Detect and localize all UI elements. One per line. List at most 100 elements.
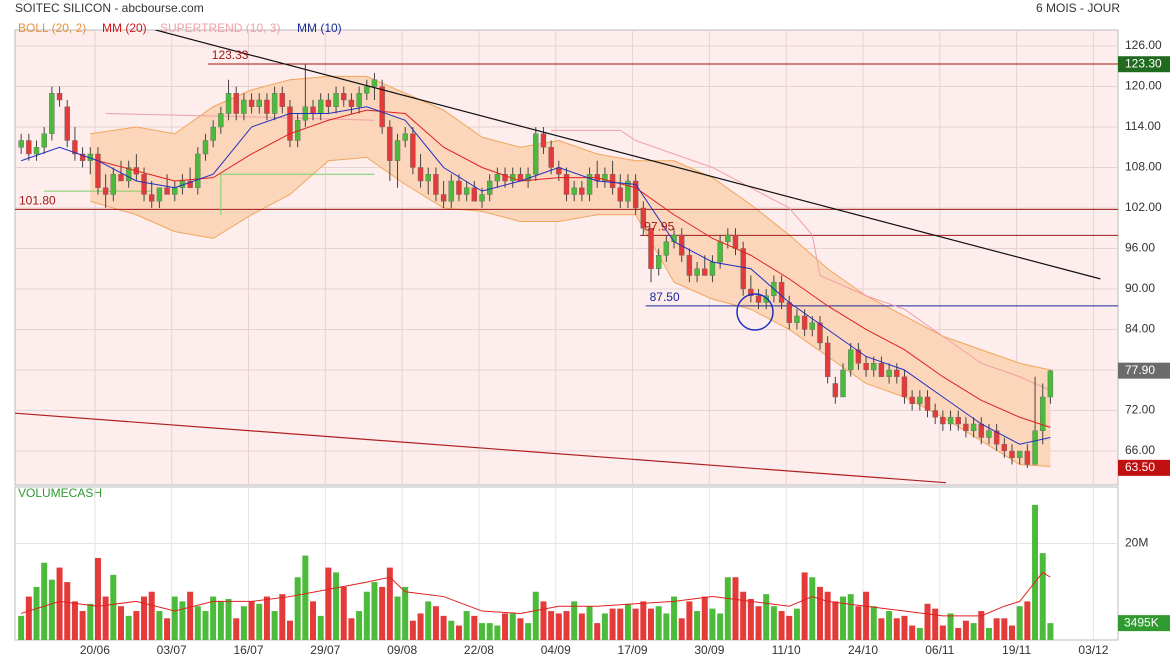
candle-body bbox=[1032, 430, 1038, 465]
candle-body bbox=[886, 369, 892, 377]
candle-body bbox=[425, 174, 431, 182]
candle-body bbox=[149, 194, 155, 202]
x-tick-label: 19/11 bbox=[1002, 643, 1031, 657]
candle-body bbox=[118, 174, 124, 182]
price-marker bbox=[1118, 459, 1170, 476]
volume-bar bbox=[286, 620, 293, 640]
candle-body bbox=[679, 234, 685, 256]
volume-bar bbox=[740, 591, 747, 640]
volume-bar bbox=[617, 608, 624, 640]
volume-bar bbox=[609, 608, 616, 640]
legend-supertrend: SUPERTREND (10, 3) bbox=[160, 21, 280, 35]
x-tick-label: 16/07 bbox=[233, 643, 263, 657]
level-label: 123.33 bbox=[212, 48, 249, 62]
candle-body bbox=[233, 93, 239, 114]
candle-body bbox=[164, 187, 170, 195]
volume-bar bbox=[310, 601, 317, 640]
volume-bar bbox=[263, 596, 270, 640]
volume-bar bbox=[663, 613, 670, 640]
volume-bar bbox=[517, 618, 524, 640]
volume-bar bbox=[717, 613, 724, 640]
candle-body bbox=[571, 187, 577, 195]
candle-body bbox=[364, 86, 370, 94]
candle-body bbox=[932, 410, 938, 418]
candle-body bbox=[33, 147, 40, 155]
volume-bar bbox=[778, 611, 785, 640]
candle-body bbox=[1024, 450, 1031, 465]
volume-bar bbox=[816, 586, 823, 640]
volume-bar bbox=[148, 591, 155, 640]
volume-bar bbox=[532, 591, 539, 640]
volume-bar bbox=[594, 623, 601, 640]
candle-body bbox=[279, 93, 286, 107]
bollinger-lower bbox=[90, 156, 1051, 468]
candle-body bbox=[187, 180, 193, 188]
volume-bar bbox=[540, 601, 547, 640]
y-tick-label: 66.00 bbox=[1125, 443, 1155, 457]
volume-bar bbox=[993, 618, 1000, 640]
moving-average bbox=[97, 109, 1051, 428]
candle-body bbox=[56, 93, 63, 101]
level-label: 87.50 bbox=[650, 290, 680, 304]
candle-body bbox=[863, 363, 869, 371]
candle-body bbox=[64, 106, 70, 141]
candle-body bbox=[947, 417, 954, 425]
price-marker-label: 123.30 bbox=[1125, 56, 1162, 70]
y-tick-label: 20M bbox=[1125, 536, 1148, 550]
volume-bar bbox=[386, 567, 393, 640]
candle-body bbox=[986, 430, 992, 438]
candle-body bbox=[333, 93, 339, 107]
volume-bar bbox=[1032, 504, 1039, 640]
supertrend bbox=[220, 173, 375, 215]
candle-body bbox=[755, 295, 762, 303]
volume-bar bbox=[878, 618, 885, 640]
candle-body bbox=[440, 194, 447, 202]
volume-bar bbox=[586, 606, 593, 640]
level-label: 97.95 bbox=[644, 219, 674, 233]
volume-bar bbox=[94, 557, 101, 640]
candle-body bbox=[586, 174, 593, 195]
candle-body bbox=[632, 180, 639, 209]
volume-bar bbox=[71, 601, 78, 640]
candle-body bbox=[686, 255, 693, 276]
candle-body bbox=[817, 322, 823, 344]
candle-body bbox=[855, 349, 862, 364]
volume-bar bbox=[210, 596, 217, 640]
volume-bar bbox=[886, 611, 893, 640]
volume-bar bbox=[455, 625, 462, 640]
candle-body bbox=[448, 180, 454, 202]
volume-bar bbox=[1039, 553, 1046, 640]
candle-body bbox=[663, 241, 670, 256]
volume-bar bbox=[448, 620, 455, 640]
candle-body bbox=[79, 153, 86, 161]
y-tick-label: 108.00 bbox=[1125, 160, 1162, 174]
volume-bar bbox=[333, 572, 340, 640]
candle-body bbox=[141, 174, 147, 195]
volume-bar bbox=[655, 606, 662, 640]
volume-bar bbox=[686, 601, 693, 640]
volume-bar bbox=[724, 577, 731, 640]
volume-bar bbox=[463, 611, 470, 640]
candle-body bbox=[102, 187, 109, 195]
volume-bar bbox=[240, 606, 247, 640]
x-tick-label: 24/10 bbox=[848, 643, 878, 657]
period: 6 MOIS - JOUR bbox=[1036, 1, 1120, 15]
x-tick-label: 29/07 bbox=[310, 643, 340, 657]
candle-body bbox=[832, 383, 839, 398]
legend-boll: BOLL (20, 2) bbox=[18, 21, 86, 35]
highlight-circle bbox=[736, 293, 774, 331]
candle-body bbox=[287, 106, 293, 141]
candle-body bbox=[1016, 450, 1023, 458]
x-tick-label: 20/06 bbox=[80, 643, 110, 657]
volume-bar bbox=[755, 606, 762, 640]
volume-bar bbox=[870, 606, 877, 640]
volume-bar bbox=[479, 623, 486, 640]
candle-body bbox=[256, 99, 262, 107]
volume-bar bbox=[164, 618, 171, 640]
volume-bar bbox=[1001, 618, 1008, 640]
candle-body bbox=[940, 417, 946, 425]
candle-body bbox=[410, 133, 416, 168]
volume-bar bbox=[548, 611, 555, 640]
volume-bar bbox=[248, 601, 255, 640]
volume-bar bbox=[640, 601, 647, 640]
